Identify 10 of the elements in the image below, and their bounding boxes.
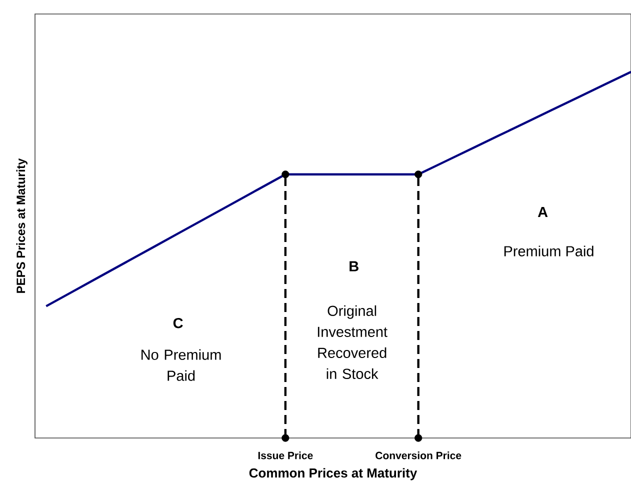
annotation: C: [173, 318, 183, 328]
y-axis-title: PEPS Prices at Maturity: [16, 158, 28, 293]
annotation: B: [350, 261, 358, 272]
annotation: Original Investment Recovered in Stock: [318, 305, 388, 379]
annotation: No Premium Paid: [142, 349, 221, 381]
annotation: Premium Paid: [504, 246, 594, 256]
x-axis-title: Common Prices at Maturity: [249, 468, 418, 480]
annotation: A: [538, 207, 548, 217]
x-tick-label: Conversion Price: [376, 452, 462, 460]
x-tick-label: Issue Price: [258, 452, 313, 460]
